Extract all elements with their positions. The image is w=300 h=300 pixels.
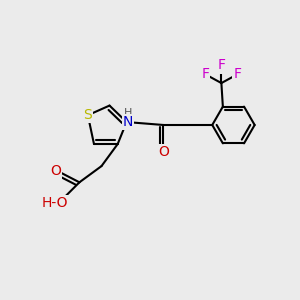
Text: S: S: [83, 108, 92, 122]
Text: H: H: [124, 108, 132, 118]
Text: H-O: H-O: [41, 196, 68, 210]
Text: N: N: [123, 115, 133, 129]
Text: F: F: [218, 58, 225, 72]
Text: F: F: [234, 67, 242, 81]
Text: O: O: [158, 146, 169, 159]
Text: O: O: [50, 164, 61, 178]
Text: F: F: [201, 67, 209, 81]
